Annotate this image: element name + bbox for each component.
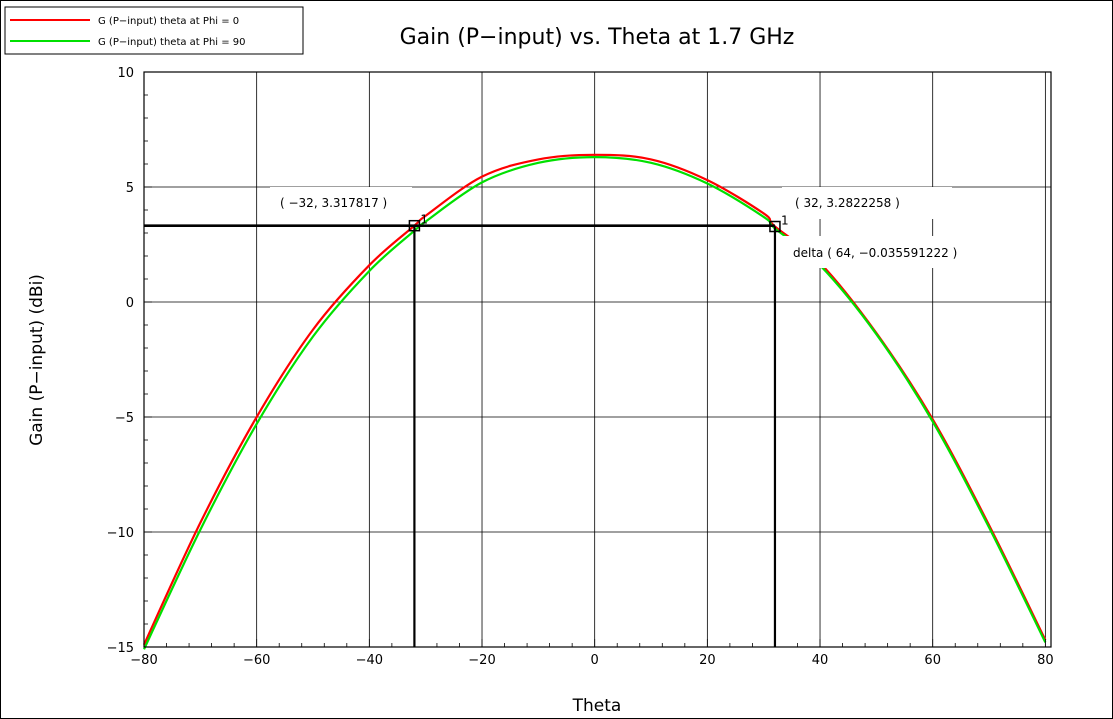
y-tick-label: 0 xyxy=(126,296,134,311)
x-axis-label: Theta xyxy=(572,696,622,716)
marker-label-2: ( 32, 3.2822258 ) xyxy=(795,196,900,210)
marker-square-1 xyxy=(408,219,421,232)
x-tick-label: 80 xyxy=(1037,653,1054,668)
chart-title: Gain (P−input) vs. Theta at 1.7 GHz xyxy=(400,25,795,50)
y-axis-label: Gain (P−input) (dBi) xyxy=(27,274,47,446)
y-tick-label: −5 xyxy=(115,411,134,426)
marker-label-bg-1 xyxy=(270,187,412,219)
y-tick-label: 10 xyxy=(117,66,134,81)
x-tick-label: 40 xyxy=(812,653,829,668)
x-tick-label: −60 xyxy=(243,653,270,668)
marker-label-bg-2 xyxy=(782,187,952,219)
plot-area xyxy=(144,72,1051,647)
marker-square-2 xyxy=(769,220,781,233)
legend-box xyxy=(4,6,304,55)
x-tick-label: 20 xyxy=(699,653,716,668)
x-tick-label: 60 xyxy=(924,653,941,668)
marker-number-1: 1 xyxy=(420,213,428,227)
series-line-phi-90 xyxy=(143,155,1047,650)
legend: G (P−input) theta at Phi = 0 G (P−input)… xyxy=(4,6,304,55)
marker-label-1: ( −32, 3.317817 ) xyxy=(280,196,387,210)
series-layer xyxy=(143,153,1047,650)
y-tick-label: −10 xyxy=(107,526,134,541)
delta-label-bg xyxy=(782,236,1002,268)
x-tick-label: −40 xyxy=(356,653,383,668)
plot-border xyxy=(143,71,1052,648)
legend-entry-phi-0: G (P−input) theta at Phi = 0 xyxy=(98,16,239,27)
legend-entry-phi-90: G (P−input) theta at Phi = 90 xyxy=(98,37,246,48)
y-tick-label: −15 xyxy=(107,641,134,656)
marker-number-2: 1 xyxy=(781,214,789,228)
x-tick-label: −20 xyxy=(468,653,495,668)
x-tick-label: 0 xyxy=(591,653,599,668)
x-tick-label: −80 xyxy=(130,653,157,668)
y-tick-label: 5 xyxy=(126,181,134,196)
axis-ticks: −80 −60 −40 −20 0 20 40 60 80 −15 −10 −5 0 5 10 xyxy=(107,66,1054,668)
marker-layer: 1 1 ( −32, 3.317817 ) ( 32, 3.2822258 ) delt… xyxy=(144,187,1002,647)
delta-label: delta ( 64, −0.035591222 ) xyxy=(793,246,957,260)
